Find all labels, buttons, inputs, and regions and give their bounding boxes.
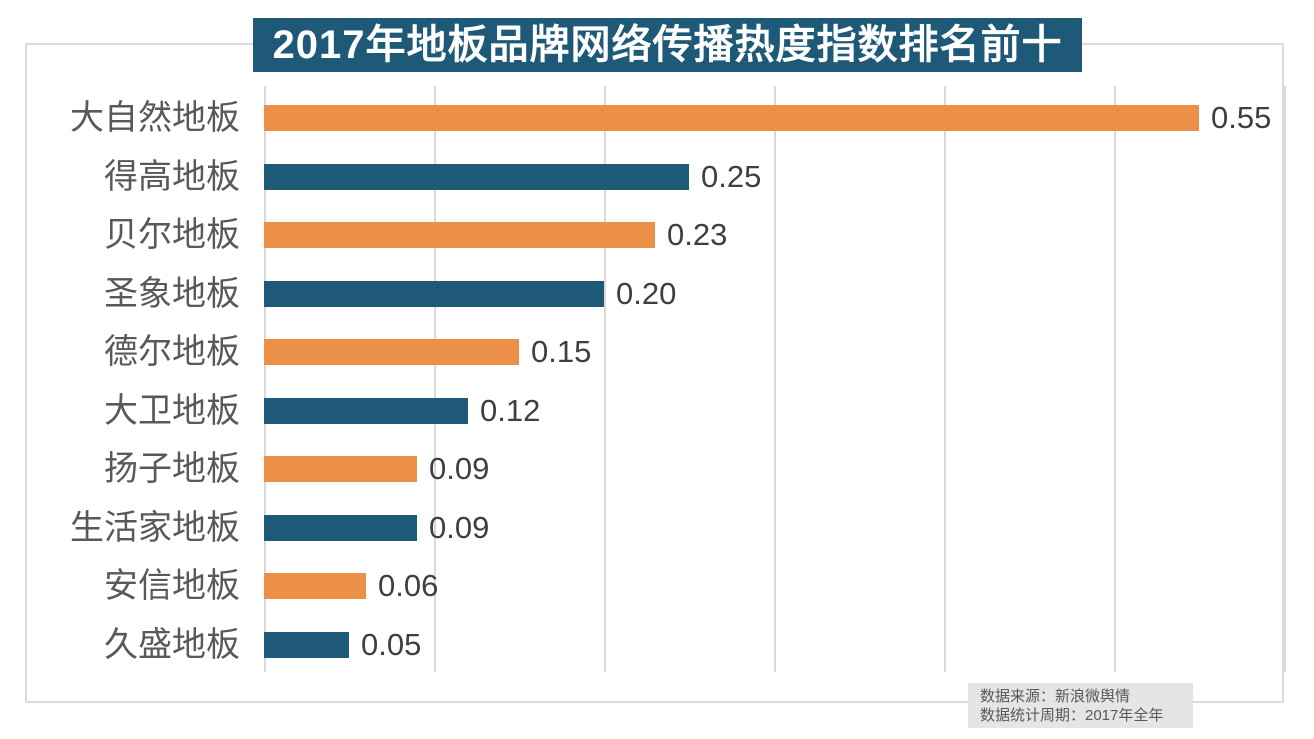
gridline bbox=[1114, 86, 1116, 672]
bar-4 bbox=[264, 280, 604, 307]
category-label: 久盛地板 bbox=[104, 625, 240, 664]
gridline bbox=[264, 86, 266, 672]
gridline bbox=[774, 86, 776, 672]
value-label: 0.09 bbox=[429, 509, 490, 545]
category-label: 贝尔地板 bbox=[104, 216, 240, 254]
category-label: 大自然地板 bbox=[70, 99, 240, 137]
bar-2 bbox=[264, 163, 689, 190]
bar-1 bbox=[264, 105, 1199, 131]
gridline bbox=[944, 86, 946, 672]
bar-3 bbox=[264, 222, 655, 248]
chart-title: 2017年地板品牌网络传播热度指数排名前十 bbox=[253, 18, 1082, 72]
bar-8 bbox=[264, 514, 417, 541]
gridline bbox=[434, 86, 436, 672]
period-line: 数据统计周期：2017年全年 bbox=[980, 707, 1164, 724]
value-label: 0.15 bbox=[531, 334, 592, 369]
gridline bbox=[1284, 86, 1286, 672]
bar-6 bbox=[264, 397, 468, 424]
bar-7 bbox=[264, 456, 417, 482]
gridline bbox=[604, 86, 606, 672]
category-label: 德尔地板 bbox=[104, 333, 240, 371]
value-label: 0.55 bbox=[1211, 100, 1272, 135]
category-label: 得高地板 bbox=[104, 157, 240, 196]
source-line: 数据来源：新浪微舆情 bbox=[980, 688, 1131, 705]
value-label: 0.23 bbox=[667, 217, 728, 252]
bar-9 bbox=[264, 573, 366, 599]
bar-5 bbox=[264, 339, 519, 365]
category-label: 扬子地板 bbox=[104, 450, 240, 488]
category-label: 圣象地板 bbox=[104, 274, 240, 313]
category-label: 大卫地板 bbox=[104, 391, 240, 430]
chart-frame bbox=[25, 43, 1284, 703]
category-label: 安信地板 bbox=[104, 567, 240, 605]
value-label: 0.12 bbox=[480, 392, 541, 428]
source-note-box: 数据来源：新浪微舆情 数据统计周期：2017年全年 bbox=[968, 683, 1193, 728]
value-label: 0.20 bbox=[616, 275, 677, 311]
value-label: 0.09 bbox=[429, 451, 490, 486]
value-label: 0.06 bbox=[378, 568, 439, 603]
value-label: 0.05 bbox=[361, 626, 422, 662]
category-label: 生活家地板 bbox=[70, 508, 240, 547]
value-label: 0.25 bbox=[701, 158, 762, 194]
bar-10 bbox=[264, 631, 349, 658]
chart-title-text: 2017年地板品牌网络传播热度指数排名前十 bbox=[272, 23, 1063, 67]
